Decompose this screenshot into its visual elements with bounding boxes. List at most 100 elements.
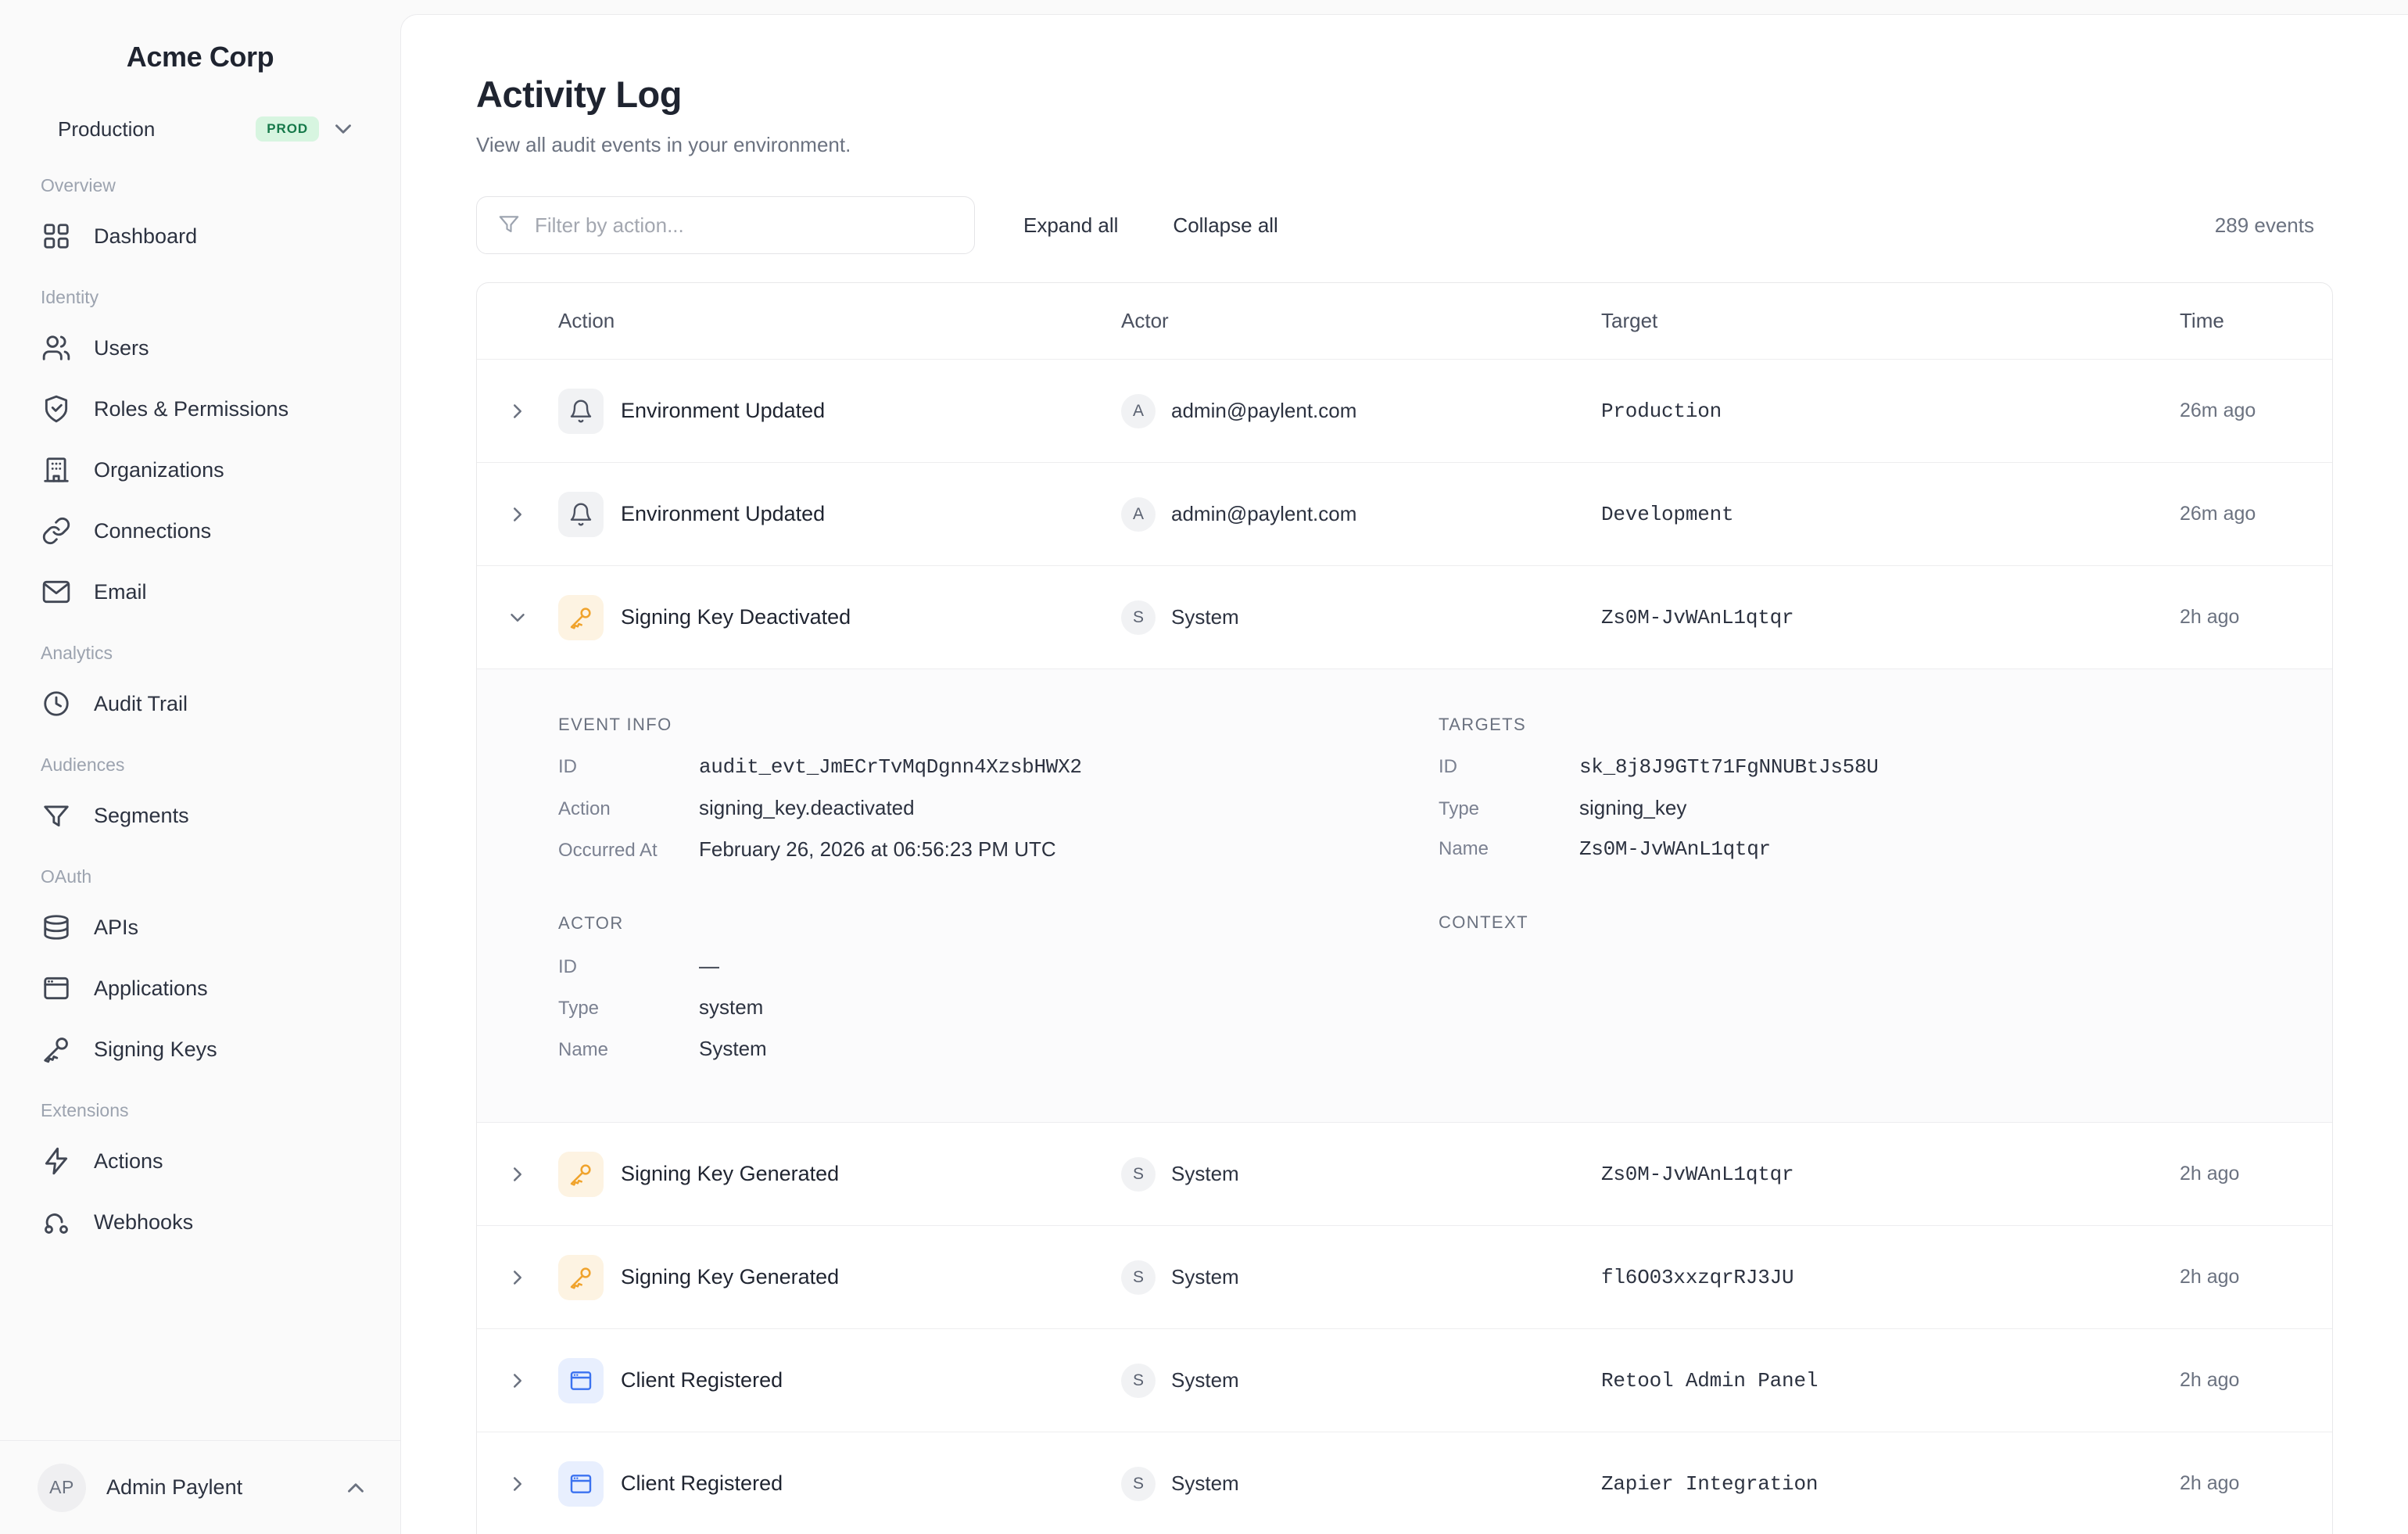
sidebar-item-roles-permissions[interactable]: Roles & Permissions xyxy=(0,378,378,439)
sidebar-item-label: Segments xyxy=(94,803,189,827)
environment-name: Production xyxy=(58,116,156,141)
nav-section-audiences: Audiences xyxy=(41,754,125,775)
detail-field: ID sk_8j8J9GTt71FgNNUBtJs58U xyxy=(1439,755,2332,779)
sidebar-item-users[interactable]: Users xyxy=(0,317,378,378)
table-row[interactable]: Client Registered S System Zapier Integr… xyxy=(477,1432,2332,1534)
table-row[interactable]: Client Registered S System Retool Admin … xyxy=(477,1329,2332,1432)
time-value: 2h ago xyxy=(2180,1472,2240,1494)
building-icon xyxy=(41,454,72,486)
action-label: Signing Key Deactivated xyxy=(621,605,851,629)
field-label: ID xyxy=(558,956,577,977)
actor-avatar: S xyxy=(1121,600,1156,635)
nav-section-extensions: Extensions xyxy=(41,1100,129,1120)
chevron-right-icon[interactable] xyxy=(477,1472,558,1496)
chevron-up-icon xyxy=(342,1475,369,1501)
user-menu[interactable]: AP Admin Paylent xyxy=(0,1440,400,1534)
detail-field: Type signing_key xyxy=(1439,796,2332,820)
detail-field: ID — xyxy=(558,954,1439,978)
table-row[interactable]: Environment Updated A admin@paylent.com … xyxy=(477,360,2332,463)
actor-avatar: A xyxy=(1121,393,1156,428)
funnel-icon xyxy=(41,800,72,831)
chevron-right-icon[interactable] xyxy=(477,1266,558,1289)
key-icon xyxy=(558,1254,604,1300)
sidebar-item-label: Webhooks xyxy=(94,1210,194,1234)
chevron-right-icon[interactable] xyxy=(477,400,558,423)
detail-field: Action signing_key.deactivated xyxy=(558,796,1439,820)
table-row-expanded[interactable]: Signing Key Deactivated S System Zs0M-Jv… xyxy=(477,566,2332,669)
column-header-action: Action xyxy=(558,309,615,332)
actor-heading: ACTOR xyxy=(558,913,624,933)
actor-avatar: S xyxy=(1121,1363,1156,1398)
table-row[interactable]: Signing Key Generated S System fl6O03xxz… xyxy=(477,1226,2332,1329)
actor-avatar: S xyxy=(1121,1156,1156,1192)
sidebar-item-label: Roles & Permissions xyxy=(94,396,289,421)
time-value: 2h ago xyxy=(2180,1369,2240,1391)
collapse-all-button[interactable]: Collapse all xyxy=(1173,213,1278,237)
page-subtitle: View all audit events in your environmen… xyxy=(476,133,851,156)
user-name: Admin Paylent xyxy=(106,1475,243,1499)
sidebar-item-applications[interactable]: Applications xyxy=(0,958,378,1019)
sidebar-item-label: Connections xyxy=(94,518,212,543)
sidebar-item-audit-trail[interactable]: Audit Trail xyxy=(0,673,378,734)
field-label: Name xyxy=(558,1039,609,1060)
target-value: Zs0M-JvWAnL1qtqr xyxy=(1601,1162,1794,1186)
sidebar: Acme Corp Production PROD Overview Dashb… xyxy=(0,0,400,1534)
targets-heading: TARGETS xyxy=(1439,715,1527,734)
sidebar-item-dashboard[interactable]: Dashboard xyxy=(0,206,378,267)
chevron-right-icon[interactable] xyxy=(477,503,558,526)
bell-icon xyxy=(558,491,604,537)
target-value: Development xyxy=(1601,502,1734,526)
field-label: Action xyxy=(558,798,611,819)
nav-section-oauth: OAuth xyxy=(41,866,92,887)
field-value: system xyxy=(699,995,764,1019)
sidebar-item-signing-keys[interactable]: Signing Keys xyxy=(0,1019,378,1080)
sidebar-item-label: Audit Trail xyxy=(94,691,188,715)
key-icon xyxy=(558,1151,604,1197)
actor-name: System xyxy=(1171,1471,1239,1495)
sidebar-item-email[interactable]: Email xyxy=(0,561,378,622)
nav-section-analytics: Analytics xyxy=(41,643,113,663)
time-value: 2h ago xyxy=(2180,1163,2240,1185)
sidebar-item-apis[interactable]: APIs xyxy=(0,897,378,958)
actor-name: admin@paylent.com xyxy=(1171,502,1357,525)
sidebar-item-connections[interactable]: Connections xyxy=(0,500,378,561)
envelope-icon xyxy=(41,576,72,608)
field-label: ID xyxy=(558,756,577,777)
field-label: Type xyxy=(558,998,600,1019)
action-label: Client Registered xyxy=(621,1471,783,1495)
field-value: audit_evt_JmECrTvMqDgnn4XzsbHWX2 xyxy=(699,755,1082,779)
detail-field: Name Zs0M-JvWAnL1qtqr xyxy=(1439,837,2332,861)
nav-section-identity: Identity xyxy=(41,287,99,307)
sidebar-item-label: Users xyxy=(94,335,149,360)
detail-field: Type system xyxy=(558,995,1439,1020)
field-value: — xyxy=(699,954,719,977)
table-row[interactable]: Environment Updated A admin@paylent.com … xyxy=(477,463,2332,566)
expand-all-button[interactable]: Expand all xyxy=(1023,213,1119,237)
filter-icon xyxy=(497,212,521,239)
main-content: Activity Log View all audit events in yo… xyxy=(400,14,2408,1534)
chevron-right-icon[interactable] xyxy=(477,1369,558,1392)
filter-field[interactable] xyxy=(476,196,975,254)
sidebar-item-label: Organizations xyxy=(94,457,224,482)
action-label: Environment Updated xyxy=(621,399,826,422)
bolt-icon xyxy=(41,1145,72,1177)
sidebar-item-label: Actions xyxy=(94,1149,163,1173)
events-count: 289 events xyxy=(2214,213,2314,237)
sidebar-item-webhooks[interactable]: Webhooks xyxy=(0,1192,378,1253)
chevron-right-icon[interactable] xyxy=(477,1163,558,1186)
field-value: February 26, 2026 at 06:56:23 PM UTC xyxy=(699,837,1056,861)
table-row[interactable]: Signing Key Generated S System Zs0M-JvWA… xyxy=(477,1123,2332,1226)
filter-input[interactable] xyxy=(535,213,954,238)
action-label: Signing Key Generated xyxy=(621,1162,840,1185)
sidebar-item-actions[interactable]: Actions xyxy=(0,1131,378,1192)
target-value: Production xyxy=(1601,399,1722,423)
server-icon xyxy=(41,912,72,943)
target-value: Zs0M-JvWAnL1qtqr xyxy=(1601,605,1794,629)
sidebar-item-organizations[interactable]: Organizations xyxy=(0,439,378,500)
sidebar-item-label: Dashboard xyxy=(94,224,198,248)
environment-switcher[interactable]: Production PROD xyxy=(38,108,363,150)
sidebar-item-segments[interactable]: Segments xyxy=(0,785,378,846)
chevron-down-icon[interactable] xyxy=(477,606,558,629)
column-header-time: Time xyxy=(2180,309,2224,332)
